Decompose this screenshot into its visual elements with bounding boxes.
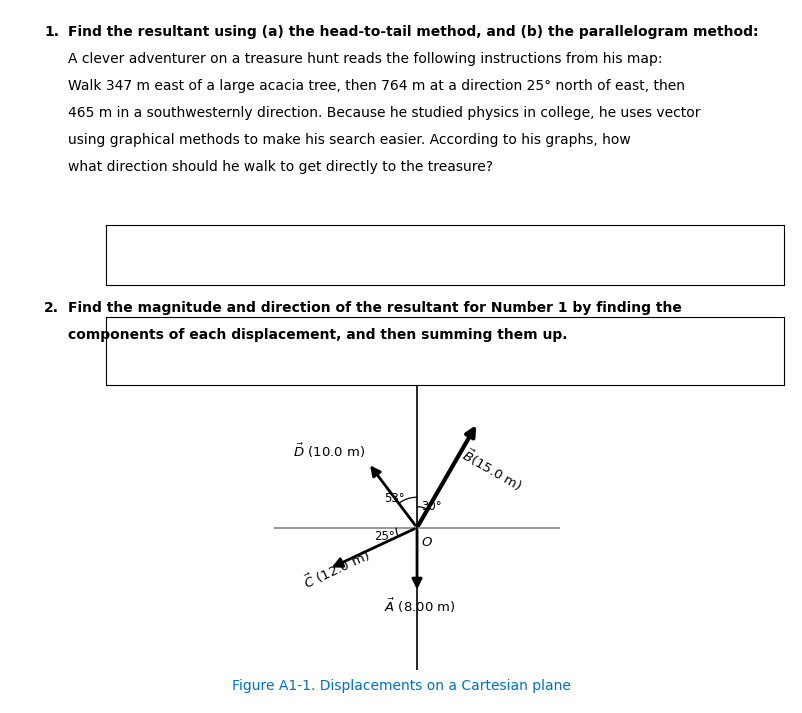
Text: Find the magnitude and direction of the resultant for Number 1 by finding the: Find the magnitude and direction of the … xyxy=(68,301,682,315)
Text: components of each displacement, and then summing them up.: components of each displacement, and the… xyxy=(68,328,568,342)
Text: Figure A1-1. Displacements on a Cartesian plane: Figure A1-1. Displacements on a Cartesia… xyxy=(232,679,570,693)
Text: Find the resultant using (a) the head-to-tail method, and (b) the parallelogram : Find the resultant using (a) the head-to… xyxy=(68,25,759,39)
Text: Walk 347 m east of a large acacia tree, then 764 m at a direction 25° north of e: Walk 347 m east of a large acacia tree, … xyxy=(68,79,685,93)
Text: 25°: 25° xyxy=(375,530,395,543)
Text: using graphical methods to make his search easier. According to his graphs, how: using graphical methods to make his sear… xyxy=(68,133,631,148)
Text: 465 m in a southwesternly direction. Because he studied physics in college, he u: 465 m in a southwesternly direction. Bec… xyxy=(68,106,701,120)
Text: 30°: 30° xyxy=(421,501,441,513)
Text: what direction should he walk to get directly to the treasure?: what direction should he walk to get dir… xyxy=(68,160,493,175)
Text: 2.: 2. xyxy=(44,301,59,315)
Text: A clever adventurer on a treasure hunt reads the following instructions from his: A clever adventurer on a treasure hunt r… xyxy=(68,52,662,66)
Text: 2U00232, M2U00233, …: 2U00232, M2U00233, … xyxy=(3,195,146,207)
Text: $\vec{B}$(15.0 m): $\vec{B}$(15.0 m) xyxy=(460,445,526,494)
Text: 1.: 1. xyxy=(44,25,59,39)
Text: $\vec{A}$ (8.00 m): $\vec{A}$ (8.00 m) xyxy=(384,597,456,615)
Text: $O$: $O$ xyxy=(421,536,433,549)
Text: $\vec{D}$ (10.0 m): $\vec{D}$ (10.0 m) xyxy=(294,442,366,460)
Text: $\vec{C}$ (12.0 m): $\vec{C}$ (12.0 m) xyxy=(300,545,373,593)
Text: 53°: 53° xyxy=(384,492,404,506)
